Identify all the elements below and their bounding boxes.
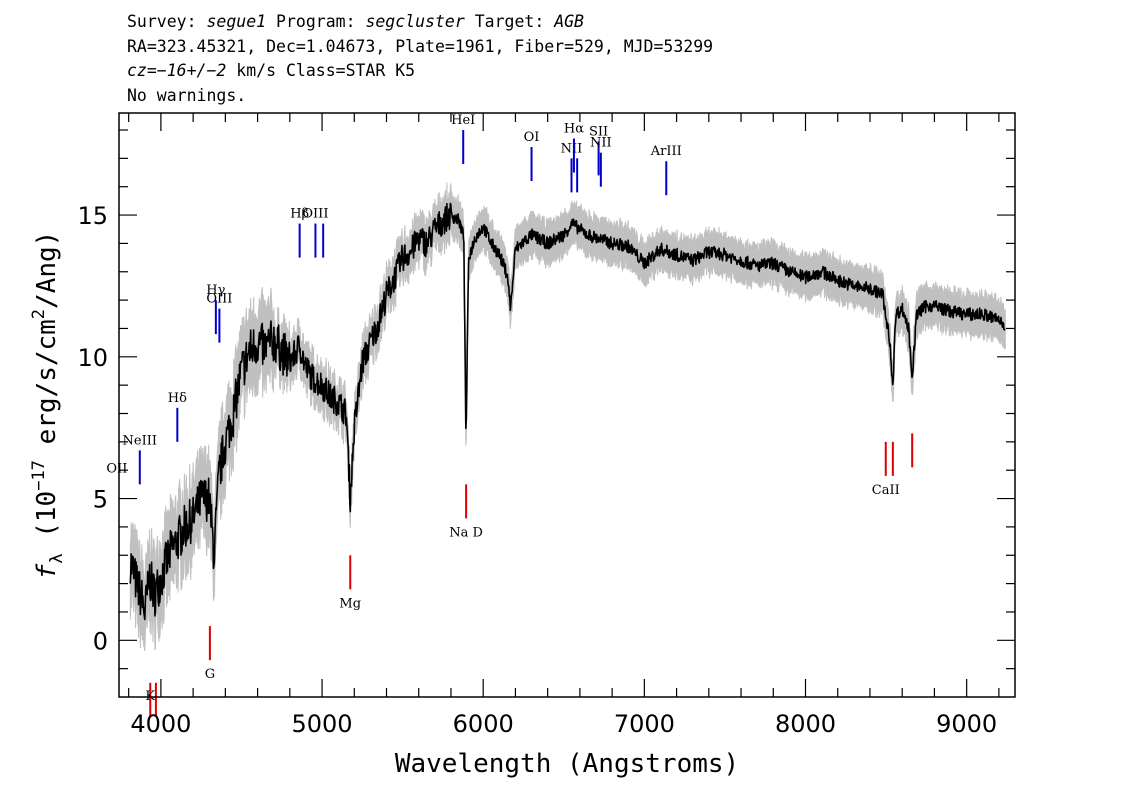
x-tick-label: 6000 [453, 710, 514, 738]
survey-value: segue1 [206, 12, 267, 31]
target-value: AGB [554, 12, 584, 31]
survey-label: Survey: [127, 12, 207, 31]
y-tick-label: 5 [93, 486, 108, 514]
emission-line-label: NII [590, 136, 612, 151]
y-axis-title: fλ (10−17 erg/s/cm2/Ang) [29, 231, 67, 580]
emission-line-label: HeI [451, 113, 475, 128]
absorption-line-label: Na D [449, 525, 483, 540]
x-tick-labels: 4000 5000 6000 7000 8000 9000 [130, 710, 997, 738]
target-label: Target: [464, 12, 555, 31]
y-tick-label: 10 [77, 344, 108, 372]
header-line-coordinates: RA=323.45321, Dec=1.04673, Plate=1961, F… [127, 36, 714, 56]
x-axis-title: Wavelength (Angstroms) [395, 749, 739, 779]
emission-line-label: Hβ [290, 207, 309, 222]
axis-ticks [119, 113, 1015, 697]
absorption-line-label: Mg [339, 596, 361, 611]
flux-error-band [129, 182, 1006, 652]
y-tick-label: 0 [93, 627, 108, 655]
program-label: Program: [266, 12, 366, 31]
y-tick-labels: 0 5 10 15 [77, 202, 108, 655]
flux-layer [129, 202, 1006, 621]
plot-frame [118, 112, 1016, 698]
absorption-line-label: CaII [872, 483, 900, 498]
emission-line-label: SII [589, 124, 608, 139]
emission-line-label: Hδ [168, 391, 187, 406]
program-value: segcluster [365, 12, 465, 31]
header-line-warnings: No warnings. [127, 85, 247, 105]
emission-line-label: OIII [206, 292, 232, 307]
cz-value: =−16+/−2 [146, 61, 227, 80]
cz-unit-class: km/s Class=STAR K5 [226, 61, 416, 80]
emission-line-label: OIII [302, 207, 328, 222]
header-line-survey: Survey: segue1 Program: segcluster Targe… [127, 10, 713, 35]
error-band-layer [129, 182, 1006, 652]
x-tick-label: 8000 [775, 710, 836, 738]
y-tick-label: 15 [77, 202, 108, 230]
emission-line-label: OII [106, 462, 127, 477]
spectrum-header: Survey: segue1 Program: segcluster Targe… [127, 10, 713, 108]
x-tick-label: 5000 [292, 710, 353, 738]
absorption-line-label: G [205, 667, 215, 682]
cz-label: cz [127, 61, 147, 80]
emission-line-label: OI [524, 130, 540, 145]
x-tick-label: 4000 [130, 710, 191, 738]
flux-series-line [129, 202, 1006, 621]
x-tick-label: 7000 [614, 710, 675, 738]
emission-line-label: Hα [564, 122, 584, 137]
emission-line-label: NeIII [123, 433, 157, 448]
emission-line-label: ArIII [650, 144, 682, 159]
emission-line-label: Hγ [206, 283, 225, 298]
x-tick-label: 9000 [936, 710, 997, 738]
emission-line-label: NII [561, 141, 583, 156]
header-line-redshift: cz=−16+/−2 km/s Class=STAR K5 [127, 59, 713, 84]
